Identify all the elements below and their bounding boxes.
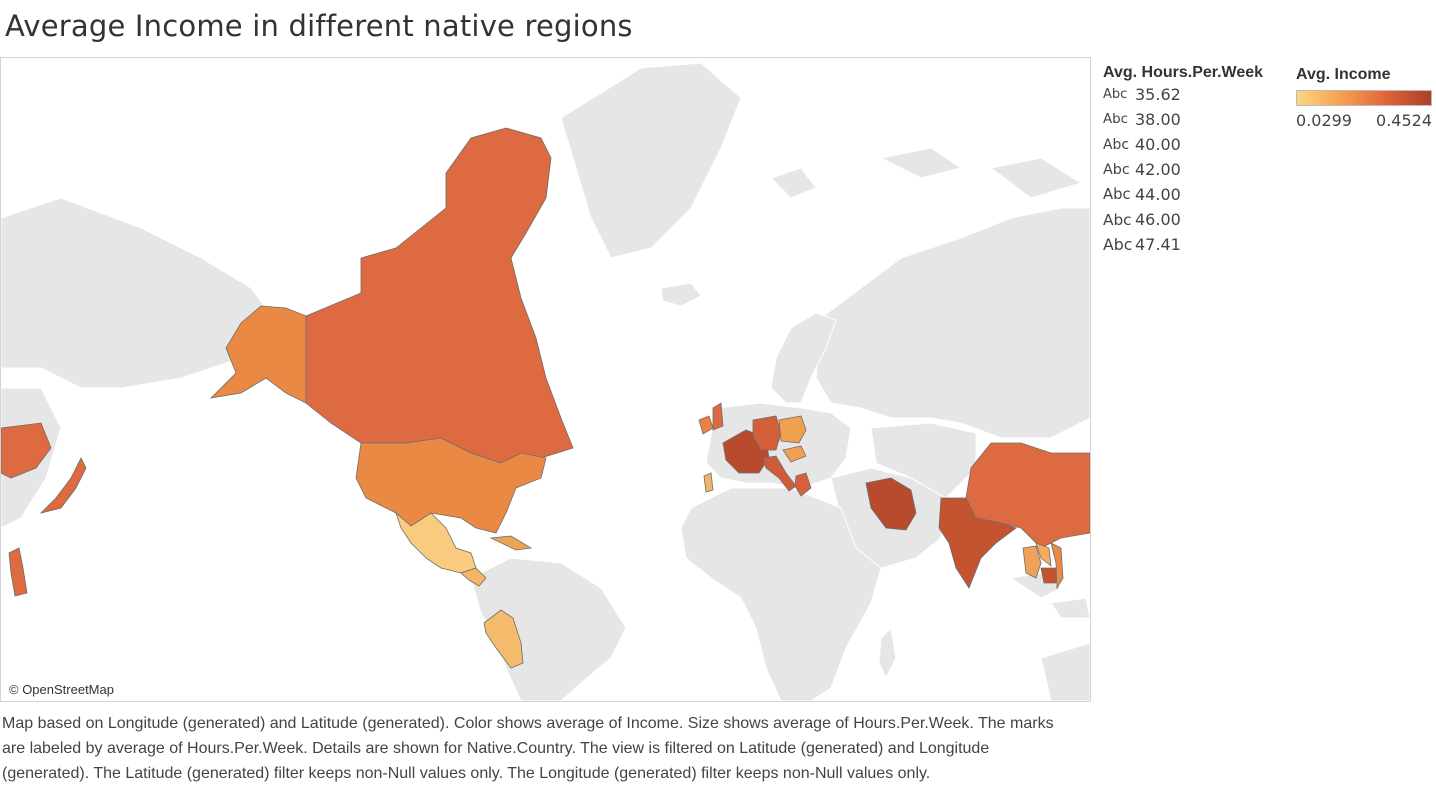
size-legend-marker: Abc: [1103, 161, 1130, 178]
map-title: Average Income in different native regio…: [5, 9, 633, 43]
country-portugal: [703, 472, 714, 493]
size-legend-marker: Abc: [1103, 210, 1132, 229]
country-greece: [794, 472, 812, 497]
size-legend-row[interactable]: Abc 44.00: [1103, 182, 1263, 207]
country-england: [712, 402, 724, 431]
color-legend-gradient: [1296, 90, 1432, 106]
country-central-america: [460, 567, 487, 587]
color-legend-min: 0.0299: [1296, 111, 1352, 130]
country-japan: [39, 457, 87, 514]
landmass-scandinavia: [770, 312, 837, 404]
size-legend-title: Avg. Hours.Per.Week: [1103, 64, 1264, 81]
size-legend-row[interactable]: Abc 42.00: [1103, 157, 1263, 182]
country-cambodia: [1040, 567, 1057, 584]
country-cuba: [489, 535, 533, 551]
size-legend-row[interactable]: Abc 40.00: [1103, 132, 1263, 157]
world-map[interactable]: [1, 58, 1090, 701]
landmass-madagascar: [878, 626, 897, 680]
size-legend-rows: Abc 35.62 Abc 38.00 Abc 40.00 Abc 42.00 Abc 44.00…: [1103, 82, 1263, 257]
size-legend-row[interactable]: Abc 46.00: [1103, 207, 1263, 232]
color-legend-labels: 0.0299 0.4524: [1296, 111, 1432, 130]
size-legend-marker: Abc: [1103, 235, 1133, 254]
landmass-greenland: [560, 62, 742, 259]
color-legend-title: Avg. Income: [1296, 66, 1391, 83]
landmass-russia: [815, 207, 1090, 439]
map-attribution[interactable]: © OpenStreetMap: [9, 682, 114, 697]
country-hungary: [782, 445, 807, 463]
country-philippines: [8, 547, 28, 597]
size-legend-value: 42.00: [1135, 160, 1181, 179]
landmass-iceland: [660, 282, 702, 307]
country-poland: [778, 415, 807, 444]
size-legend-row[interactable]: Abc 38.00: [1103, 107, 1263, 132]
size-legend: Avg. Hours.Per.Week Abc 35.62 Abc 38.00 Abc 4…: [1103, 64, 1263, 257]
country-laos: [1035, 542, 1052, 567]
country-canada: [305, 127, 574, 464]
size-legend-value: 47.41: [1135, 235, 1181, 254]
country-iran: [865, 477, 917, 531]
country-germany: [752, 415, 782, 451]
landmass-arctic-islands: [770, 147, 1083, 199]
size-legend-row[interactable]: Abc 35.62: [1103, 82, 1263, 107]
country-peru: [483, 609, 524, 669]
size-legend-marker: Abc: [1103, 87, 1128, 102]
country-vietnam: [1050, 542, 1064, 590]
size-legend-marker: Abc: [1103, 112, 1129, 127]
country-italy: [762, 455, 797, 492]
size-legend-value: 38.00: [1135, 110, 1181, 129]
map-caption: Map based on Longitude (generated) and L…: [2, 715, 1054, 782]
size-legend-marker: Abc: [1103, 136, 1129, 153]
size-legend-value: 35.62: [1135, 85, 1181, 104]
size-legend-value: 46.00: [1135, 210, 1181, 229]
color-legend-max: 0.4524: [1376, 111, 1432, 130]
size-legend-value: 44.00: [1135, 185, 1181, 204]
size-legend-value: 40.00: [1135, 135, 1181, 154]
size-legend-row[interactable]: Abc 47.41: [1103, 232, 1263, 257]
country-alaska: [209, 305, 307, 404]
landmass-africa: [680, 487, 882, 701]
country-marks[interactable]: [1, 127, 1090, 669]
landmass-central-asia: [870, 422, 977, 499]
map-view[interactable]: © OpenStreetMap: [0, 57, 1091, 702]
country-taiwan: [1, 422, 52, 479]
country-ireland: [698, 415, 714, 435]
country-thailand: [1022, 545, 1042, 579]
base-land: [1, 62, 1090, 701]
size-legend-marker: Abc: [1103, 186, 1131, 203]
color-legend: Avg. Income 0.0299 0.4524: [1296, 66, 1432, 130]
country-china: [965, 442, 1090, 549]
landmass-australia: [1040, 642, 1090, 701]
